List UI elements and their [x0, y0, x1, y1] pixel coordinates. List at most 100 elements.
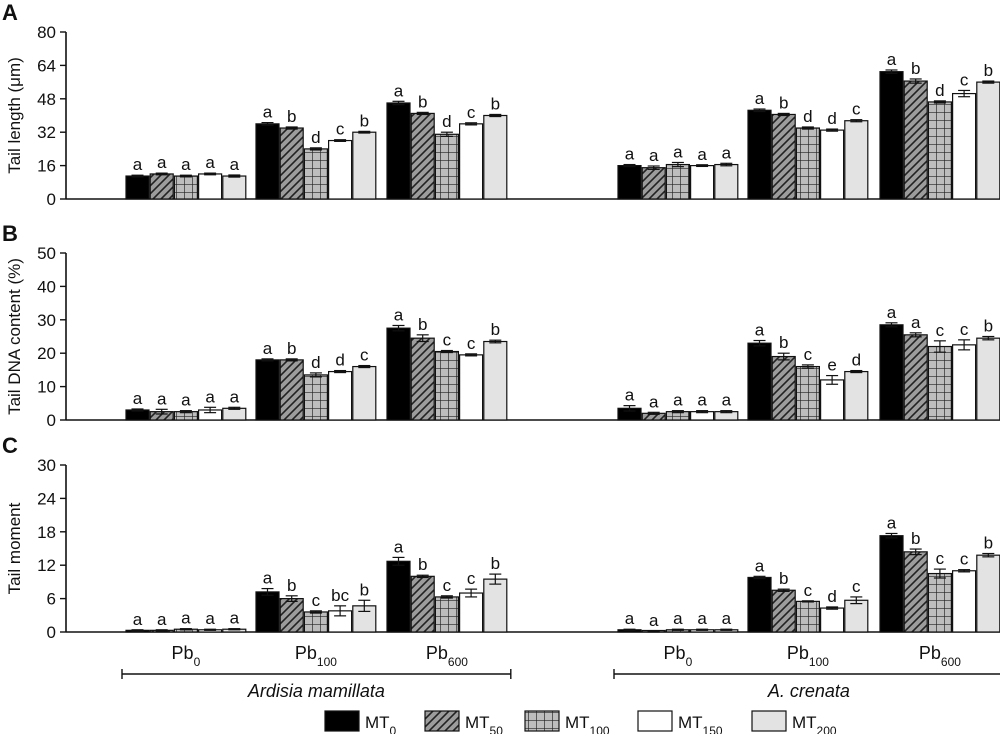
significance-label: a	[722, 609, 732, 628]
significance-label: a	[649, 392, 659, 411]
bar-mt0-cat2	[386, 327, 411, 421]
legend-item-mt200: MT200	[751, 710, 837, 734]
significance-label: c	[960, 320, 969, 339]
bar-mt200-cat5	[976, 81, 1000, 200]
significance-label: a	[205, 153, 215, 172]
legend-item-mt150: MT150	[637, 710, 723, 734]
bar-mt100-cat1	[303, 148, 328, 200]
x-category-label: Pb100	[295, 643, 337, 669]
bar-mt100-cat5	[927, 101, 953, 200]
bar-mt150-cat5	[951, 92, 977, 200]
legend-label: MT200	[792, 713, 837, 734]
significance-label: a	[755, 321, 765, 340]
significance-label: a	[157, 389, 167, 408]
legend-item-mt0: MT0	[324, 710, 397, 734]
legend-label-subscript: 50	[490, 724, 504, 734]
legend-label: MT150	[678, 713, 723, 734]
significance-label: a	[263, 339, 273, 358]
y-tick-label: 50	[37, 244, 56, 263]
significance-label: a	[205, 387, 215, 406]
significance-label: a	[697, 391, 707, 410]
legend-label-subscript: 150	[703, 724, 723, 734]
significance-label: a	[697, 609, 707, 628]
significance-label: a	[181, 391, 191, 410]
significance-label: a	[394, 305, 404, 324]
bar-mt100-cat4	[795, 600, 821, 633]
bar-mt0-cat3	[617, 165, 642, 200]
significance-label: b	[287, 576, 296, 595]
significance-label: a	[697, 145, 707, 164]
y-tick-label: 32	[37, 123, 56, 142]
significance-label: c	[336, 120, 345, 139]
bar-mt200-cat1	[352, 131, 377, 200]
significance-label: c	[936, 549, 945, 568]
bar-mt0-cat2	[386, 102, 411, 200]
significance-label: a	[230, 155, 240, 174]
legend-item-mt50: MT50	[424, 710, 503, 734]
bar-mt200-cat4	[844, 370, 869, 421]
x-category-label-base: Pb	[787, 643, 809, 663]
x-category-label-base: Pb	[426, 643, 448, 663]
significance-label: a	[230, 609, 240, 628]
x-category-label-subscript: 600	[941, 655, 961, 669]
significance-label: c	[312, 591, 321, 610]
significance-label: b	[491, 94, 500, 113]
significance-label: d	[311, 353, 320, 372]
bar-mt0-cat2	[386, 560, 411, 633]
bar-mt150-cat2	[459, 592, 484, 633]
bar-mt0-cat4	[747, 342, 772, 421]
legend-label-base: MT	[678, 713, 703, 732]
significance-label: c	[443, 331, 452, 350]
significance-label: b	[418, 92, 427, 111]
significance-label: b	[911, 529, 920, 548]
bar-mt0-cat1	[255, 591, 280, 633]
legend-label-subscript: 200	[817, 724, 837, 734]
significance-label: c	[804, 581, 813, 600]
legend-label: MT100	[565, 713, 610, 734]
bar-mt100-cat4	[795, 365, 821, 421]
significance-label: b	[984, 534, 993, 553]
significance-label: b	[779, 93, 788, 112]
bar-mt50-cat1	[279, 359, 304, 421]
x-category-label: Pb100	[787, 643, 829, 669]
y-tick-label: 64	[37, 56, 56, 75]
bar-mt50-cat1	[279, 597, 304, 633]
bar-mt200-cat2	[483, 114, 508, 200]
panel-letter: A	[2, 0, 18, 25]
significance-label: c	[804, 345, 813, 364]
bar-mt0-cat5	[879, 535, 904, 633]
significance-label: a	[755, 89, 765, 108]
significance-label: a	[649, 146, 659, 165]
significance-label: b	[360, 580, 369, 599]
legend-label-base: MT	[565, 713, 590, 732]
significance-label: a	[722, 391, 732, 410]
bar-mt50-cat4	[771, 355, 796, 421]
significance-label: a	[133, 610, 143, 629]
significance-label: c	[960, 550, 969, 569]
y-tick-label: 0	[47, 411, 56, 430]
significance-label: a	[205, 609, 215, 628]
legend-label-base: MT	[465, 713, 490, 732]
species-label: Ardisia mamillata	[247, 681, 385, 701]
significance-label: a	[887, 513, 897, 532]
significance-label: bc	[331, 586, 349, 605]
bar-mt100-cat5	[927, 345, 953, 421]
significance-label: c	[852, 100, 861, 119]
y-tick-label: 48	[37, 90, 56, 109]
bar-mt50-cat5	[903, 334, 928, 421]
bar-mt200-cat5	[976, 337, 1000, 421]
bar-mt50-cat5	[903, 551, 928, 633]
legend-swatch	[524, 710, 560, 732]
bar-mt200-cat0	[222, 175, 247, 200]
bar-mt150-cat0	[198, 173, 223, 200]
significance-label: c	[467, 334, 476, 353]
bar-mt50-cat2	[410, 112, 435, 200]
significance-label: a	[673, 391, 683, 410]
bar-mt50-cat2	[410, 337, 435, 421]
bar-mt200-cat4	[844, 120, 869, 200]
legend-label: MT50	[465, 713, 503, 734]
legend-swatch	[324, 710, 360, 732]
